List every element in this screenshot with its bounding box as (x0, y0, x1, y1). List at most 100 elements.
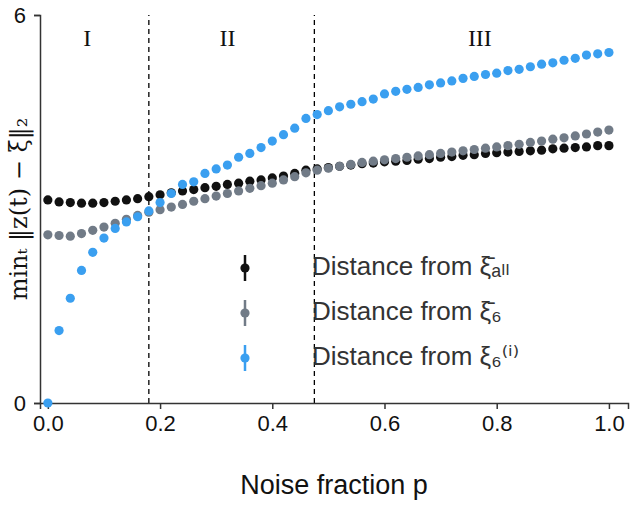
data-point (99, 234, 108, 243)
data-point (458, 74, 467, 83)
data-point (200, 194, 209, 203)
data-point (324, 163, 333, 172)
y-axis-line (34, 16, 41, 404)
data-point (200, 183, 209, 192)
data-point (335, 162, 344, 171)
data-point (43, 230, 52, 239)
data-point (369, 157, 378, 166)
data-point (425, 150, 434, 159)
data-point (346, 100, 355, 109)
x-axis-line (41, 404, 629, 410)
data-point (234, 153, 243, 162)
data-point (503, 141, 512, 150)
data-point (346, 160, 355, 169)
data-point (144, 206, 153, 215)
data-point (604, 141, 613, 150)
legend-item: Distance from ξ̄₆ (240, 296, 501, 326)
data-point (335, 102, 344, 111)
data-point (212, 191, 221, 200)
data-point (66, 232, 75, 241)
data-point (537, 60, 546, 69)
data-point (66, 198, 75, 207)
x-tick-mark (496, 403, 498, 409)
data-point (167, 188, 176, 197)
x-tick: 0.8 (482, 403, 513, 436)
y-tick: 0 (14, 391, 40, 416)
data-point (425, 80, 434, 89)
series (43, 48, 613, 408)
data-point (604, 48, 613, 57)
data-point (470, 145, 479, 154)
region-label: III (468, 25, 492, 51)
region-label: II (219, 25, 235, 51)
y-tick-label: 6 (14, 3, 26, 28)
data-point (178, 200, 187, 209)
data-point (582, 129, 591, 138)
data-point (189, 197, 198, 206)
x-tick-label: 0.0 (33, 411, 64, 436)
legend-marker (240, 263, 249, 272)
data-point (604, 126, 613, 135)
data-point (582, 142, 591, 151)
data-point (369, 94, 378, 103)
data-point (122, 195, 131, 204)
y-tick-mark (34, 15, 40, 17)
series (43, 141, 613, 208)
legend-label: Distance from ξ̄ₐₗₗ (312, 251, 510, 281)
data-point (503, 66, 512, 75)
data-point (593, 127, 602, 136)
plot-area (43, 48, 613, 408)
y-tick-mark (34, 403, 40, 405)
y-tick: 6 (14, 3, 40, 28)
data-point (212, 182, 221, 191)
data-point (111, 197, 120, 206)
data-point (54, 231, 63, 240)
x-tick-mark (272, 403, 274, 409)
data-point (458, 146, 467, 155)
y-axis-label: minₜ ‖z(t) − ξ‖₂ (5, 118, 34, 301)
data-point (571, 54, 580, 63)
legend: Distance from ξ̄ₐₗₗDistance from ξ̄₆Dist… (240, 251, 519, 371)
data-point (324, 164, 333, 173)
x-tick-label: 0.8 (482, 411, 513, 436)
data-point (515, 140, 524, 149)
data-point (593, 141, 602, 150)
data-point (43, 398, 52, 407)
legend-label: Distance from ξ̄₆ (312, 296, 502, 326)
x-tick-mark (384, 403, 386, 409)
data-point (77, 199, 86, 208)
data-point (346, 160, 355, 169)
data-point (77, 229, 86, 238)
data-point (548, 135, 557, 144)
data-point (245, 184, 254, 193)
data-point (122, 217, 131, 226)
x-tick-label: 1.0 (594, 411, 625, 436)
x-tick-label: 0.6 (370, 411, 401, 436)
data-point (436, 78, 445, 87)
data-point (301, 114, 310, 123)
data-point (402, 153, 411, 162)
data-point (537, 146, 546, 155)
data-point (155, 198, 164, 207)
data-point (212, 164, 221, 173)
data-point (559, 144, 568, 153)
data-point (111, 224, 120, 233)
data-point (313, 166, 322, 175)
data-point (88, 226, 97, 235)
data-point (526, 62, 535, 71)
data-point (559, 56, 568, 65)
data-point (402, 85, 411, 94)
y-tick-label: 0 (14, 391, 26, 416)
x-tick-mark (609, 403, 611, 409)
data-point (256, 143, 265, 152)
x-tick: 1.0 (594, 403, 625, 436)
x-tick-label: 0.2 (145, 411, 176, 436)
data-point (492, 69, 501, 78)
data-point (526, 146, 535, 155)
data-point (268, 179, 277, 188)
data-point (470, 72, 479, 81)
data-point (414, 83, 423, 92)
data-point (133, 212, 142, 221)
data-point (245, 149, 254, 158)
data-point (571, 131, 580, 140)
